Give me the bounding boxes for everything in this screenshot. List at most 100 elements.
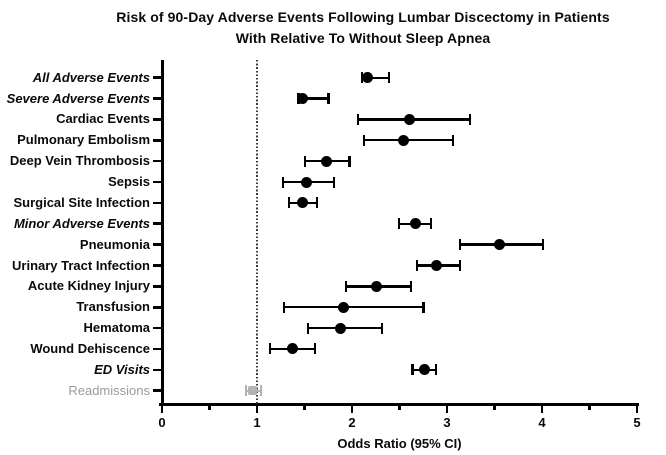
x-axis-minor-tick [208, 405, 211, 410]
row-label: Urinary Tract Infection [12, 257, 150, 273]
row-label: Surgical Site Infection [13, 194, 150, 210]
row-label: Acute Kidney Injury [27, 278, 150, 294]
x-axis-major-tick [635, 405, 639, 413]
category-tick [153, 222, 162, 226]
ci-cap-right [542, 239, 545, 251]
x-axis-minor-tick [303, 405, 306, 410]
or-point [337, 301, 349, 313]
y-axis-line [161, 60, 164, 406]
category-tick [153, 243, 162, 246]
row-label: Minor Adverse Events [13, 215, 150, 231]
x-axis-major-tick [540, 405, 544, 413]
row-label: Pulmonary Embolism [17, 132, 150, 148]
or-point [361, 72, 373, 84]
category-tick [153, 368, 162, 372]
row-label: ED Visits [94, 361, 150, 377]
x-axis-tick-label: 1 [253, 415, 261, 430]
category-tick [153, 139, 162, 142]
x-axis-major-tick [350, 405, 354, 413]
or-point [300, 176, 312, 188]
ci-cap-right [410, 280, 413, 292]
ci-cap-left [283, 301, 286, 313]
ci-cap-left [282, 176, 285, 188]
category-tick [153, 201, 162, 205]
row-label: Severe Adverse Events [6, 90, 150, 106]
ci-cap-right [327, 93, 330, 105]
chart-title-line2: With Relative To Without Sleep Apnea [235, 30, 491, 46]
category-tick [153, 305, 162, 309]
ci-cap-right [468, 113, 472, 125]
chart-title-line1: Risk of 90-Day Adverse Events Following … [116, 9, 610, 25]
category-tick [153, 76, 162, 79]
x-axis-major-tick [255, 405, 259, 413]
ci-cap-left [357, 113, 360, 125]
x-axis-minor-tick [398, 405, 401, 410]
ci-cap-right [316, 197, 319, 209]
x-axis-major-tick [160, 405, 164, 413]
row-label: Hematoma [83, 320, 150, 336]
ci-whisker [297, 97, 330, 100]
row-label: Pneumonia [79, 236, 150, 252]
x-axis-tick-label: 0 [158, 415, 166, 430]
ci-cap-left [306, 322, 310, 334]
ci-cap-left [362, 134, 366, 146]
category-tick [153, 118, 162, 121]
ci-whisker [361, 76, 390, 79]
ci-cap-right [388, 72, 391, 84]
x-axis-tick-label: 4 [538, 415, 546, 430]
ci-cap-left [411, 364, 414, 376]
ci-cap-left [416, 260, 419, 271]
ci-cap-right [430, 218, 433, 230]
x-axis-tick-label: 2 [348, 415, 356, 430]
chart-title: Risk of 90-Day Adverse Events Following … [64, 7, 662, 49]
ci-cap-left [287, 197, 291, 209]
or-point [247, 386, 257, 396]
or-point [371, 280, 383, 292]
row-label: Cardiac Events [56, 111, 150, 127]
or-point [297, 93, 309, 105]
category-tick [153, 264, 162, 267]
x-axis-major-tick [445, 405, 449, 413]
or-point [397, 134, 409, 146]
or-point [404, 113, 416, 125]
ci-cap-right [380, 322, 383, 334]
category-tick [153, 326, 162, 330]
ci-whisker [283, 306, 425, 309]
or-point [335, 322, 347, 334]
category-tick [153, 180, 162, 184]
row-label: Deep Vein Thrombosis [9, 153, 150, 169]
reference-line-or-1 [256, 60, 258, 404]
ci-cap-left [268, 343, 272, 355]
category-tick [153, 97, 162, 100]
or-point [431, 260, 443, 271]
ci-cap-right [348, 155, 351, 167]
x-axis-minor-tick [493, 405, 496, 410]
row-label: Transfusion [76, 299, 150, 315]
x-axis-tick-label: 5 [633, 415, 641, 430]
ci-cap-right [259, 385, 263, 397]
or-point [297, 197, 309, 209]
category-tick [153, 159, 162, 163]
x-axis-line [159, 402, 640, 406]
category-tick [153, 285, 162, 288]
ci-cap-right [458, 260, 461, 271]
x-axis-minor-tick [588, 405, 591, 410]
ci-cap-right [434, 364, 438, 376]
ci-cap-left [458, 239, 462, 251]
row-label: Readmissions [68, 382, 150, 398]
ci-cap-left [398, 218, 401, 230]
ci-cap-right [451, 134, 455, 146]
ci-cap-left [344, 280, 348, 292]
or-point [286, 343, 298, 355]
ci-cap-right [333, 176, 336, 188]
ci-cap-right [422, 301, 425, 313]
x-axis-tick-label: 3 [443, 415, 451, 430]
or-point [418, 364, 430, 376]
ci-cap-left [304, 155, 307, 167]
category-tick [153, 389, 162, 392]
ci-cap-left [245, 385, 248, 397]
or-point [493, 239, 505, 251]
ci-cap-right [314, 343, 317, 355]
row-label: Sepsis [108, 174, 150, 190]
